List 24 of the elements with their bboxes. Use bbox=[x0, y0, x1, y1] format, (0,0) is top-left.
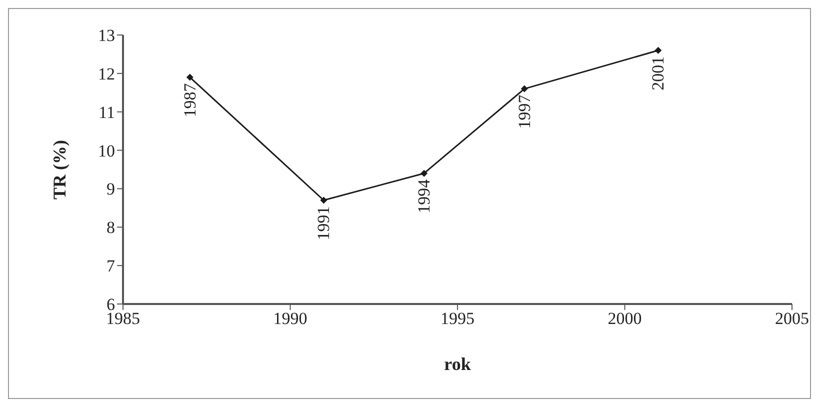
annotation: 1994 bbox=[414, 178, 434, 214]
y-tick-label: 7 bbox=[106, 256, 116, 276]
point bbox=[186, 74, 194, 81]
annotation: 1991 bbox=[314, 206, 334, 240]
y-tick-label: 13 bbox=[98, 26, 115, 46]
x-tick-label: 1985 bbox=[106, 309, 140, 328]
annotation: 2001 bbox=[648, 56, 668, 90]
y-tick-label: 8 bbox=[106, 218, 115, 238]
y-axis-title: TR (%) bbox=[49, 140, 70, 200]
y-tick-label: 12 bbox=[98, 64, 115, 84]
annotation: 1997 bbox=[514, 94, 534, 129]
x-tick-label: 2000 bbox=[608, 309, 642, 328]
y-tick-label: 9 bbox=[106, 180, 115, 199]
point bbox=[654, 46, 662, 54]
point bbox=[320, 196, 328, 204]
point bbox=[520, 85, 528, 92]
x-tick-label: 1995 bbox=[440, 309, 474, 328]
point bbox=[420, 170, 428, 177]
y-tick-label: 11 bbox=[98, 102, 115, 122]
x-tick-label: 2005 bbox=[775, 309, 809, 328]
x-axis-title: rok bbox=[444, 354, 471, 374]
y-tick-label: 10 bbox=[98, 141, 115, 160]
x-tick-label: 1990 bbox=[273, 309, 308, 328]
annotation: 1987 bbox=[180, 82, 200, 118]
